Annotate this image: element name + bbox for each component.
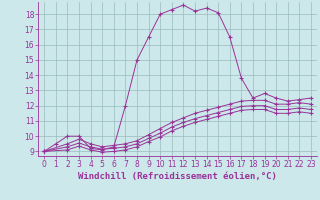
X-axis label: Windchill (Refroidissement éolien,°C): Windchill (Refroidissement éolien,°C)	[78, 172, 277, 181]
